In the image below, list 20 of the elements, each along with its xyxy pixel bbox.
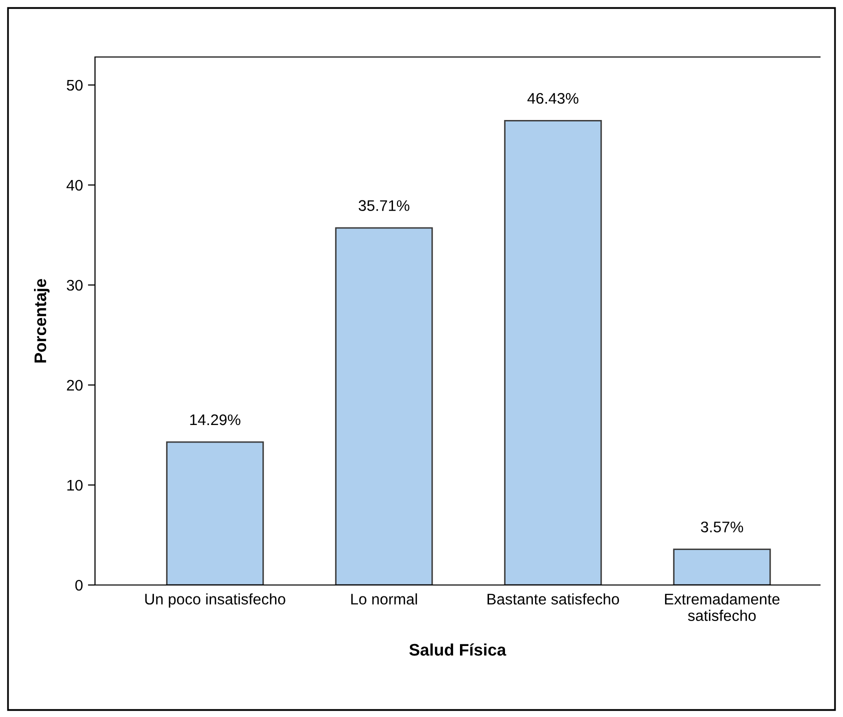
data-label: 46.43% <box>527 92 578 104</box>
bar <box>673 548 771 585</box>
data-label: 35.71% <box>358 200 410 211</box>
y-tick-label: 10 <box>67 480 83 491</box>
data-label: 14.29% <box>190 414 240 426</box>
y-tick-label: 50 <box>66 80 83 91</box>
y-tick-label: 0 <box>75 580 83 591</box>
y-axis-title: Porcentaje <box>34 278 50 362</box>
y-tick-label: 20 <box>66 380 83 391</box>
y-tick-label: 30 <box>66 280 83 291</box>
bar <box>166 441 264 585</box>
data-label: 3.57% <box>700 522 744 532</box>
x-tick-label: Bastante satisfecho <box>488 593 620 605</box>
x-tick-label: Un poco insatisfecho <box>145 593 286 608</box>
bar <box>335 227 433 585</box>
x-axis-title: Salud Física <box>409 643 506 656</box>
x-tick-label: Lo normal <box>351 593 417 605</box>
bar <box>504 120 602 585</box>
y-tick-label: 40 <box>66 180 83 191</box>
x-tick-label: Extremadamente satisfecho <box>665 593 780 622</box>
